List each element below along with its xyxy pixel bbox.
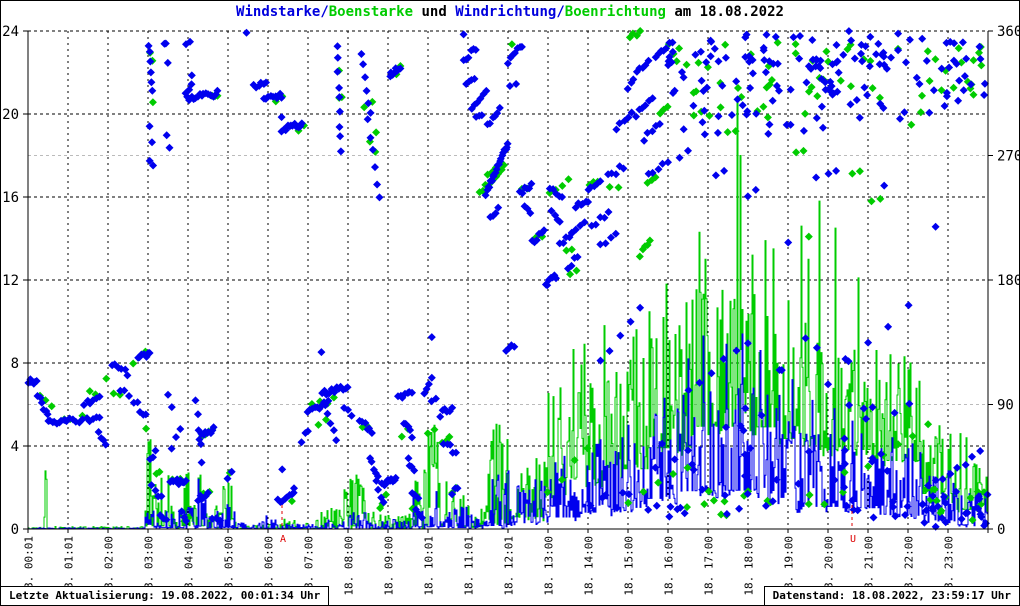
left-axis-tick-label: 4 xyxy=(11,439,19,455)
x-axis-tick-label: 18. 10:01 xyxy=(423,536,436,596)
x-axis-tick-label: 18. 06:00 xyxy=(263,536,276,596)
x-axis-tick-label: 18. 17:00 xyxy=(703,536,716,596)
x-axis-tick-label: 18. 01:01 xyxy=(63,536,76,596)
title-segment-1: Boenstarke xyxy=(328,4,414,20)
sun-marker-label: U xyxy=(850,534,856,545)
title-segment-0: Windstarke/ xyxy=(236,4,329,20)
x-axis-tick-label: 18. 16:00 xyxy=(663,536,676,596)
x-axis-tick-label: 18. 04:00 xyxy=(183,536,196,596)
x-axis-tick-label: 18. 15:00 xyxy=(623,536,636,596)
wind-speed-line xyxy=(28,333,989,530)
right-axis-tick-label: 180 xyxy=(997,273,1019,289)
x-axis-tick-label: 18. 03:00 xyxy=(143,536,156,596)
x-axis-tick-label: 18. 02:00 xyxy=(103,536,116,596)
right-axis-tick-label: 90 xyxy=(997,398,1014,414)
x-axis-tick-label: 18. 07:00 xyxy=(303,536,316,596)
left-axis-tick-label: 12 xyxy=(2,273,19,289)
wind-direction-points xyxy=(24,27,992,531)
title-segment-2: und xyxy=(413,4,456,20)
left-axis-tick-label: 8 xyxy=(11,356,19,372)
right-axis-tick-label: 0 xyxy=(997,522,1005,538)
left-axis-tick-label: 20 xyxy=(2,107,19,123)
x-axis-tick-label: 18. 12:01 xyxy=(503,536,516,596)
left-axis-tick-label: 0 xyxy=(11,522,19,538)
x-axis-tick-label: 18. 00:01 xyxy=(23,536,36,596)
left-axis-tick-label: 24 xyxy=(2,24,19,40)
x-axis-tick-label: 18. 11:01 xyxy=(463,536,476,596)
x-axis-tick-label: 18. 13:00 xyxy=(543,536,556,596)
x-axis-tick-label: 18. 22:00 xyxy=(903,536,916,596)
left-axis-tick-label: 16 xyxy=(2,190,19,206)
x-axis-tick-label: 18. 20:00 xyxy=(823,536,836,596)
axes xyxy=(23,30,993,533)
axis-tick-labels: 0 4 8 12 16 20 24 0 90 180 270 360 18. 00:01 18. 01:0… xyxy=(2,24,1019,596)
sun-marker-label: A xyxy=(280,534,286,545)
x-axis-tick-label: 18. 19:00 xyxy=(783,536,796,596)
title-segment-5: am 18.08.2022 xyxy=(665,4,784,20)
right-axis-tick-label: 270 xyxy=(997,149,1019,165)
data-state-label: Datenstand: 18.08.2022, 23:59:17 Uhr xyxy=(763,586,1019,605)
title-segment-4: Boenrichtung xyxy=(564,4,666,20)
right-axis-tick-label: 360 xyxy=(997,24,1019,40)
x-axis-tick-label: 18. 18:00 xyxy=(743,536,756,596)
x-axis-tick-label: 18. 14:00 xyxy=(583,536,596,596)
x-axis-tick-label: 18. 09:00 xyxy=(383,536,396,596)
x-axis-tick-label: 18. 05:00 xyxy=(223,536,236,596)
chart-title: Windstarke/Boenstarke und Windrichtung/B… xyxy=(1,4,1019,20)
last-update-label: Letzte Aktualisierung: 19.08.2022, 00:01… xyxy=(1,586,330,605)
x-axis-tick-label: 18. 21:00 xyxy=(863,536,876,596)
x-axis-tick-label: 18. 23:00 xyxy=(943,536,956,596)
x-axis-tick-label: 18. 08:00 xyxy=(343,536,356,596)
title-segment-3: Windrichtung/ xyxy=(455,4,565,20)
